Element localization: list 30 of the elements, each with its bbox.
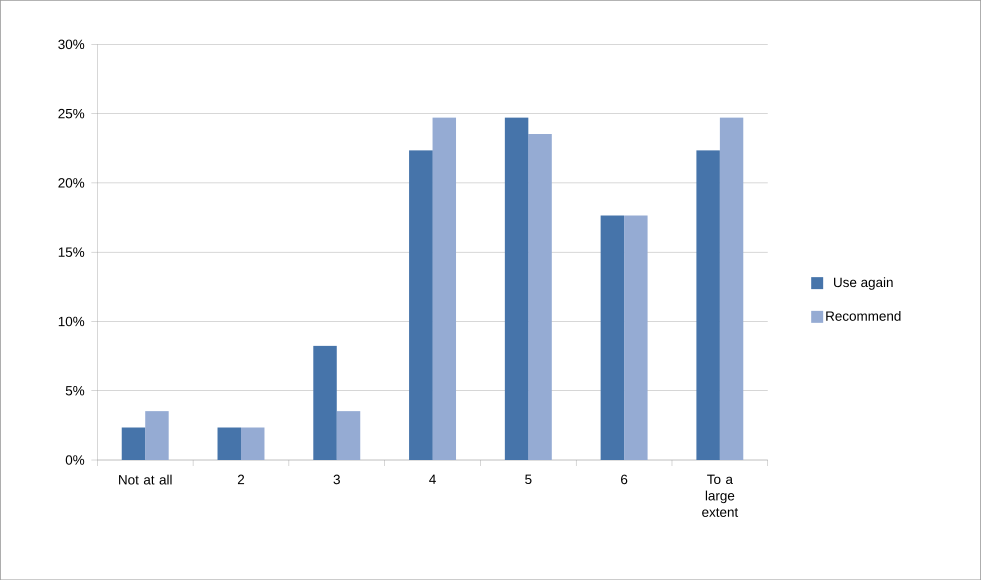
y-tick-label: 10% [58,316,84,326]
y-tick-label: 5% [66,386,84,396]
bar [145,410,169,460]
y-tick-label: 15% [58,247,84,257]
x-tick-label: 3 [334,474,340,484]
x-tick-label: 6 [621,474,628,484]
bar [720,117,744,460]
legend-label: Use again [834,277,893,290]
y-tick-label: 25% [58,108,84,118]
bar [504,117,528,460]
bar [528,134,552,460]
bar [240,427,264,460]
bar [696,150,720,460]
bar [313,346,337,460]
bar [218,427,241,460]
x-tick-label: To a large extent [702,474,738,517]
bar [432,117,456,460]
bar [336,410,360,460]
x-tick-label: 2 [238,474,244,484]
legend-label: Recommend [826,310,900,321]
x-tick-label: Not at all [119,474,172,484]
y-tick-label: 30% [58,39,84,49]
y-tick-label: 20% [58,178,84,188]
bar [122,427,146,460]
bar [600,215,624,460]
x-tick-label: 5 [525,474,532,484]
bar [409,150,433,460]
y-tick-label: 0% [66,455,84,465]
bar [624,215,648,460]
x-tick-label: 4 [429,474,436,484]
